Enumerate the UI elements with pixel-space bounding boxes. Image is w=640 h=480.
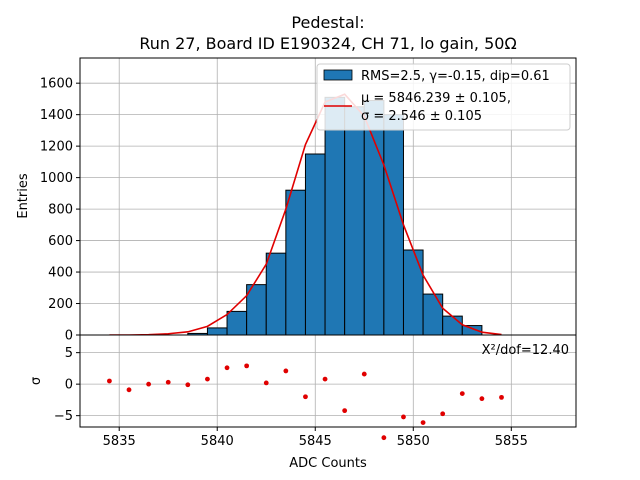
histogram-bar — [402, 249, 424, 336]
histogram-bar — [383, 114, 404, 336]
chart-title-line-1: Pedestal: — [291, 13, 364, 32]
chi-square-annotation: X²/dof=12.40 — [482, 343, 569, 358]
residual-point — [381, 435, 387, 441]
histogram-y-tick-label: 1000 — [40, 171, 73, 186]
residual-point — [205, 376, 210, 382]
x-tick-label: 5845 — [299, 434, 332, 449]
legend-histogram-swatch — [323, 69, 353, 81]
histogram-bar — [442, 315, 463, 336]
histogram-y-tick-label: 1600 — [40, 77, 73, 92]
histogram-bars — [187, 96, 483, 336]
residual-points — [107, 363, 504, 441]
residual-point — [263, 380, 269, 386]
residual-point — [303, 394, 308, 400]
histogram-bar — [265, 252, 287, 336]
x-axis-title-adc-counts: ADC Counts — [289, 456, 367, 471]
legend-histogram-label: RMS=2.5, γ=-0.15, dip=0.61 — [361, 69, 550, 84]
x-tick-label: 5835 — [103, 434, 136, 449]
residual-point — [322, 376, 328, 382]
histogram-y-tick-label: 400 — [48, 266, 73, 281]
histogram-panel: 0 200 400 600 800 1000 1200 1400 1600 Entries RM… — [16, 57, 577, 344]
residual-point — [126, 387, 132, 393]
residual-point — [107, 378, 112, 384]
histogram-y-ticks: 0 200 400 600 800 1000 1200 1400 1600 — [40, 77, 80, 344]
residuals-plot-area — [80, 335, 576, 427]
residual-point — [440, 411, 446, 417]
y-axis-title-entries: Entries — [16, 173, 31, 219]
residuals-frame — [79, 334, 577, 428]
x-tick-label: 5850 — [397, 434, 430, 449]
residuals-y-tick-label: 0 — [65, 378, 73, 393]
gaussian-fit-curve — [109, 93, 502, 336]
residual-point — [479, 396, 485, 402]
residuals-y-tick-label: −5 — [54, 409, 73, 424]
histogram-y-tick-label: 1200 — [40, 140, 73, 155]
legend-box — [316, 63, 571, 131]
histogram-bar — [324, 96, 346, 336]
residual-point — [146, 381, 152, 387]
residual-point — [499, 394, 504, 400]
residuals-y-ticks: −5 0 5 — [54, 346, 80, 424]
histogram-bar — [363, 99, 385, 336]
legend-fit-label-mean: μ = 5846.239 ± 0.105, — [361, 91, 511, 106]
x-tick-label: 5840 — [201, 434, 234, 449]
x-tick-label: 5855 — [495, 434, 528, 449]
histogram-bar — [206, 327, 228, 336]
residuals-grid — [80, 335, 576, 427]
residual-point — [342, 408, 348, 414]
legend-fit-label-sigma: σ = 2.546 ± 0.105 — [361, 109, 482, 124]
residual-point — [244, 363, 250, 369]
residuals-y-tick-label: 5 — [65, 346, 73, 361]
histogram-bar — [304, 153, 326, 336]
residual-point — [401, 414, 406, 420]
residual-point — [459, 391, 465, 397]
residual-point — [224, 365, 230, 371]
residual-point — [420, 420, 426, 425]
histogram-bar — [285, 189, 306, 336]
histogram-bar — [226, 310, 248, 336]
histogram-y-tick-label: 600 — [48, 234, 73, 249]
residual-point — [283, 368, 289, 374]
chart-title-line-2: Run 27, Board ID E190324, CH 71, lo gain… — [139, 34, 516, 53]
residuals-x-ticks: 5835 5840 5845 5850 5855 — [103, 427, 528, 449]
histogram-bar — [422, 293, 444, 336]
y-axis-title-sigma: σ — [29, 377, 44, 385]
legend: RMS=2.5, γ=-0.15, dip=0.61 μ = 5846.239 … — [316, 63, 571, 131]
histogram-bar — [344, 106, 365, 336]
histogram-y-tick-label: 200 — [48, 297, 73, 312]
histogram-y-tick-label: 800 — [48, 203, 73, 218]
residuals-panel: −5 0 5 5835 5840 5845 5850 5855 X²/dof=12.40 σ… — [29, 334, 577, 471]
histogram-y-tick-label: 0 — [65, 329, 73, 344]
residual-point — [361, 371, 367, 377]
histogram-y-tick-label: 1400 — [40, 108, 73, 123]
residual-point — [185, 382, 191, 388]
residual-point — [165, 379, 171, 385]
